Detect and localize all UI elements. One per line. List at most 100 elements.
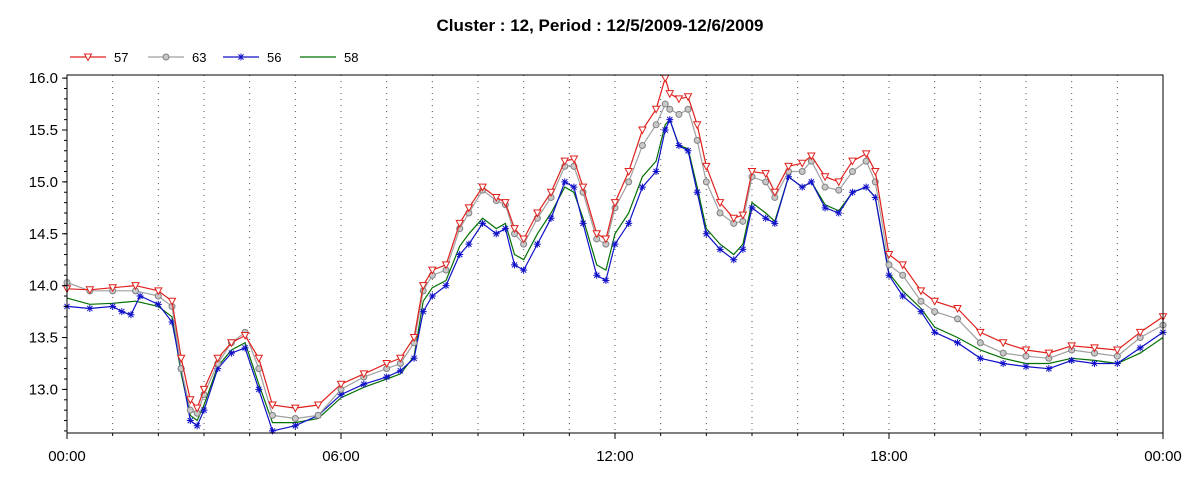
data-point bbox=[1090, 344, 1099, 353]
data-point bbox=[899, 271, 907, 279]
data-point bbox=[560, 157, 570, 166]
x-tick-label: 06:00 bbox=[322, 448, 360, 465]
data-point bbox=[761, 170, 771, 179]
data-point bbox=[821, 183, 829, 191]
plot-area bbox=[62, 74, 1168, 435]
data-point bbox=[561, 178, 569, 186]
data-point bbox=[798, 183, 806, 191]
data-point bbox=[464, 204, 474, 213]
data-point bbox=[930, 297, 940, 306]
data-point bbox=[798, 168, 806, 176]
data-point bbox=[168, 318, 176, 326]
data-point bbox=[917, 297, 925, 305]
data-point bbox=[241, 344, 249, 352]
data-point bbox=[666, 105, 674, 113]
data-point bbox=[1136, 344, 1144, 352]
data-point bbox=[638, 142, 646, 150]
data-point bbox=[998, 339, 1008, 348]
data-point bbox=[520, 266, 528, 274]
legend-marker-56 bbox=[237, 53, 245, 61]
data-point bbox=[336, 380, 346, 389]
data-point bbox=[533, 209, 542, 218]
data-point bbox=[747, 168, 757, 177]
data-point bbox=[674, 95, 684, 104]
data-point bbox=[199, 385, 209, 394]
data-point bbox=[396, 354, 405, 363]
data-point bbox=[683, 93, 693, 102]
data-point bbox=[660, 74, 670, 83]
data-point bbox=[227, 349, 235, 357]
data-point bbox=[455, 219, 465, 228]
plot-frame bbox=[66, 74, 1164, 434]
y-axis: 13.0 13.5 14.0 14.5 15.0 15.5 16.0 bbox=[29, 70, 67, 432]
data-point bbox=[192, 404, 202, 413]
data-point bbox=[1112, 346, 1122, 355]
data-point bbox=[693, 188, 701, 196]
data-point bbox=[85, 286, 95, 295]
data-point bbox=[715, 199, 725, 208]
x-tick-label: 00:00 bbox=[1144, 448, 1182, 465]
data-point bbox=[268, 401, 277, 410]
data-point bbox=[185, 396, 195, 405]
data-point bbox=[638, 183, 646, 191]
data-point bbox=[118, 308, 126, 316]
data-point bbox=[638, 126, 647, 135]
data-point bbox=[592, 230, 602, 239]
data-point bbox=[784, 162, 793, 171]
data-point bbox=[702, 230, 710, 238]
data-point bbox=[871, 193, 879, 201]
data-point bbox=[1091, 359, 1098, 367]
data-point bbox=[624, 168, 634, 177]
y-tick-label: 14.0 bbox=[29, 278, 58, 295]
data-point bbox=[227, 339, 236, 348]
grid bbox=[112, 75, 1118, 433]
data-point bbox=[931, 308, 939, 316]
legend: 57 63 56 58 bbox=[70, 50, 358, 65]
data-point bbox=[136, 292, 144, 300]
data-point bbox=[167, 297, 177, 306]
data-point bbox=[491, 193, 501, 203]
data-point bbox=[848, 188, 856, 196]
data-point bbox=[127, 311, 135, 319]
data-point bbox=[665, 90, 675, 99]
data-point bbox=[428, 292, 436, 300]
y-tick-label: 16.0 bbox=[29, 70, 58, 87]
data-point bbox=[1045, 365, 1053, 373]
data-point bbox=[975, 328, 985, 337]
data-point bbox=[547, 214, 555, 222]
y-tick-label: 13.0 bbox=[29, 381, 58, 398]
data-point bbox=[418, 282, 428, 291]
data-point bbox=[519, 235, 529, 244]
data-point bbox=[254, 354, 264, 363]
data-point bbox=[931, 328, 939, 336]
data-point bbox=[465, 240, 473, 248]
data-point bbox=[762, 178, 770, 186]
data-point bbox=[153, 287, 163, 296]
data-point bbox=[702, 178, 710, 186]
data-point bbox=[131, 282, 140, 291]
data-point bbox=[214, 365, 222, 373]
data-point bbox=[701, 162, 711, 171]
data-point bbox=[762, 214, 770, 222]
data-point bbox=[176, 354, 186, 363]
data-point bbox=[269, 427, 276, 435]
data-point bbox=[186, 417, 194, 425]
data-point bbox=[1068, 356, 1076, 364]
data-point bbox=[999, 359, 1007, 367]
data-point bbox=[666, 116, 674, 124]
data-point bbox=[899, 292, 907, 300]
data-point bbox=[807, 152, 816, 161]
data-point bbox=[290, 404, 300, 413]
data-point bbox=[86, 304, 94, 312]
data-point bbox=[291, 414, 299, 422]
data-point bbox=[501, 225, 509, 233]
data-point bbox=[108, 284, 118, 293]
data-point bbox=[862, 183, 870, 191]
data-point bbox=[410, 354, 418, 362]
data-point bbox=[976, 339, 984, 347]
series-line-58 bbox=[66, 118, 1164, 424]
data-point bbox=[848, 157, 857, 166]
data-point bbox=[186, 406, 194, 414]
data-point bbox=[383, 373, 391, 381]
data-point bbox=[954, 315, 961, 323]
